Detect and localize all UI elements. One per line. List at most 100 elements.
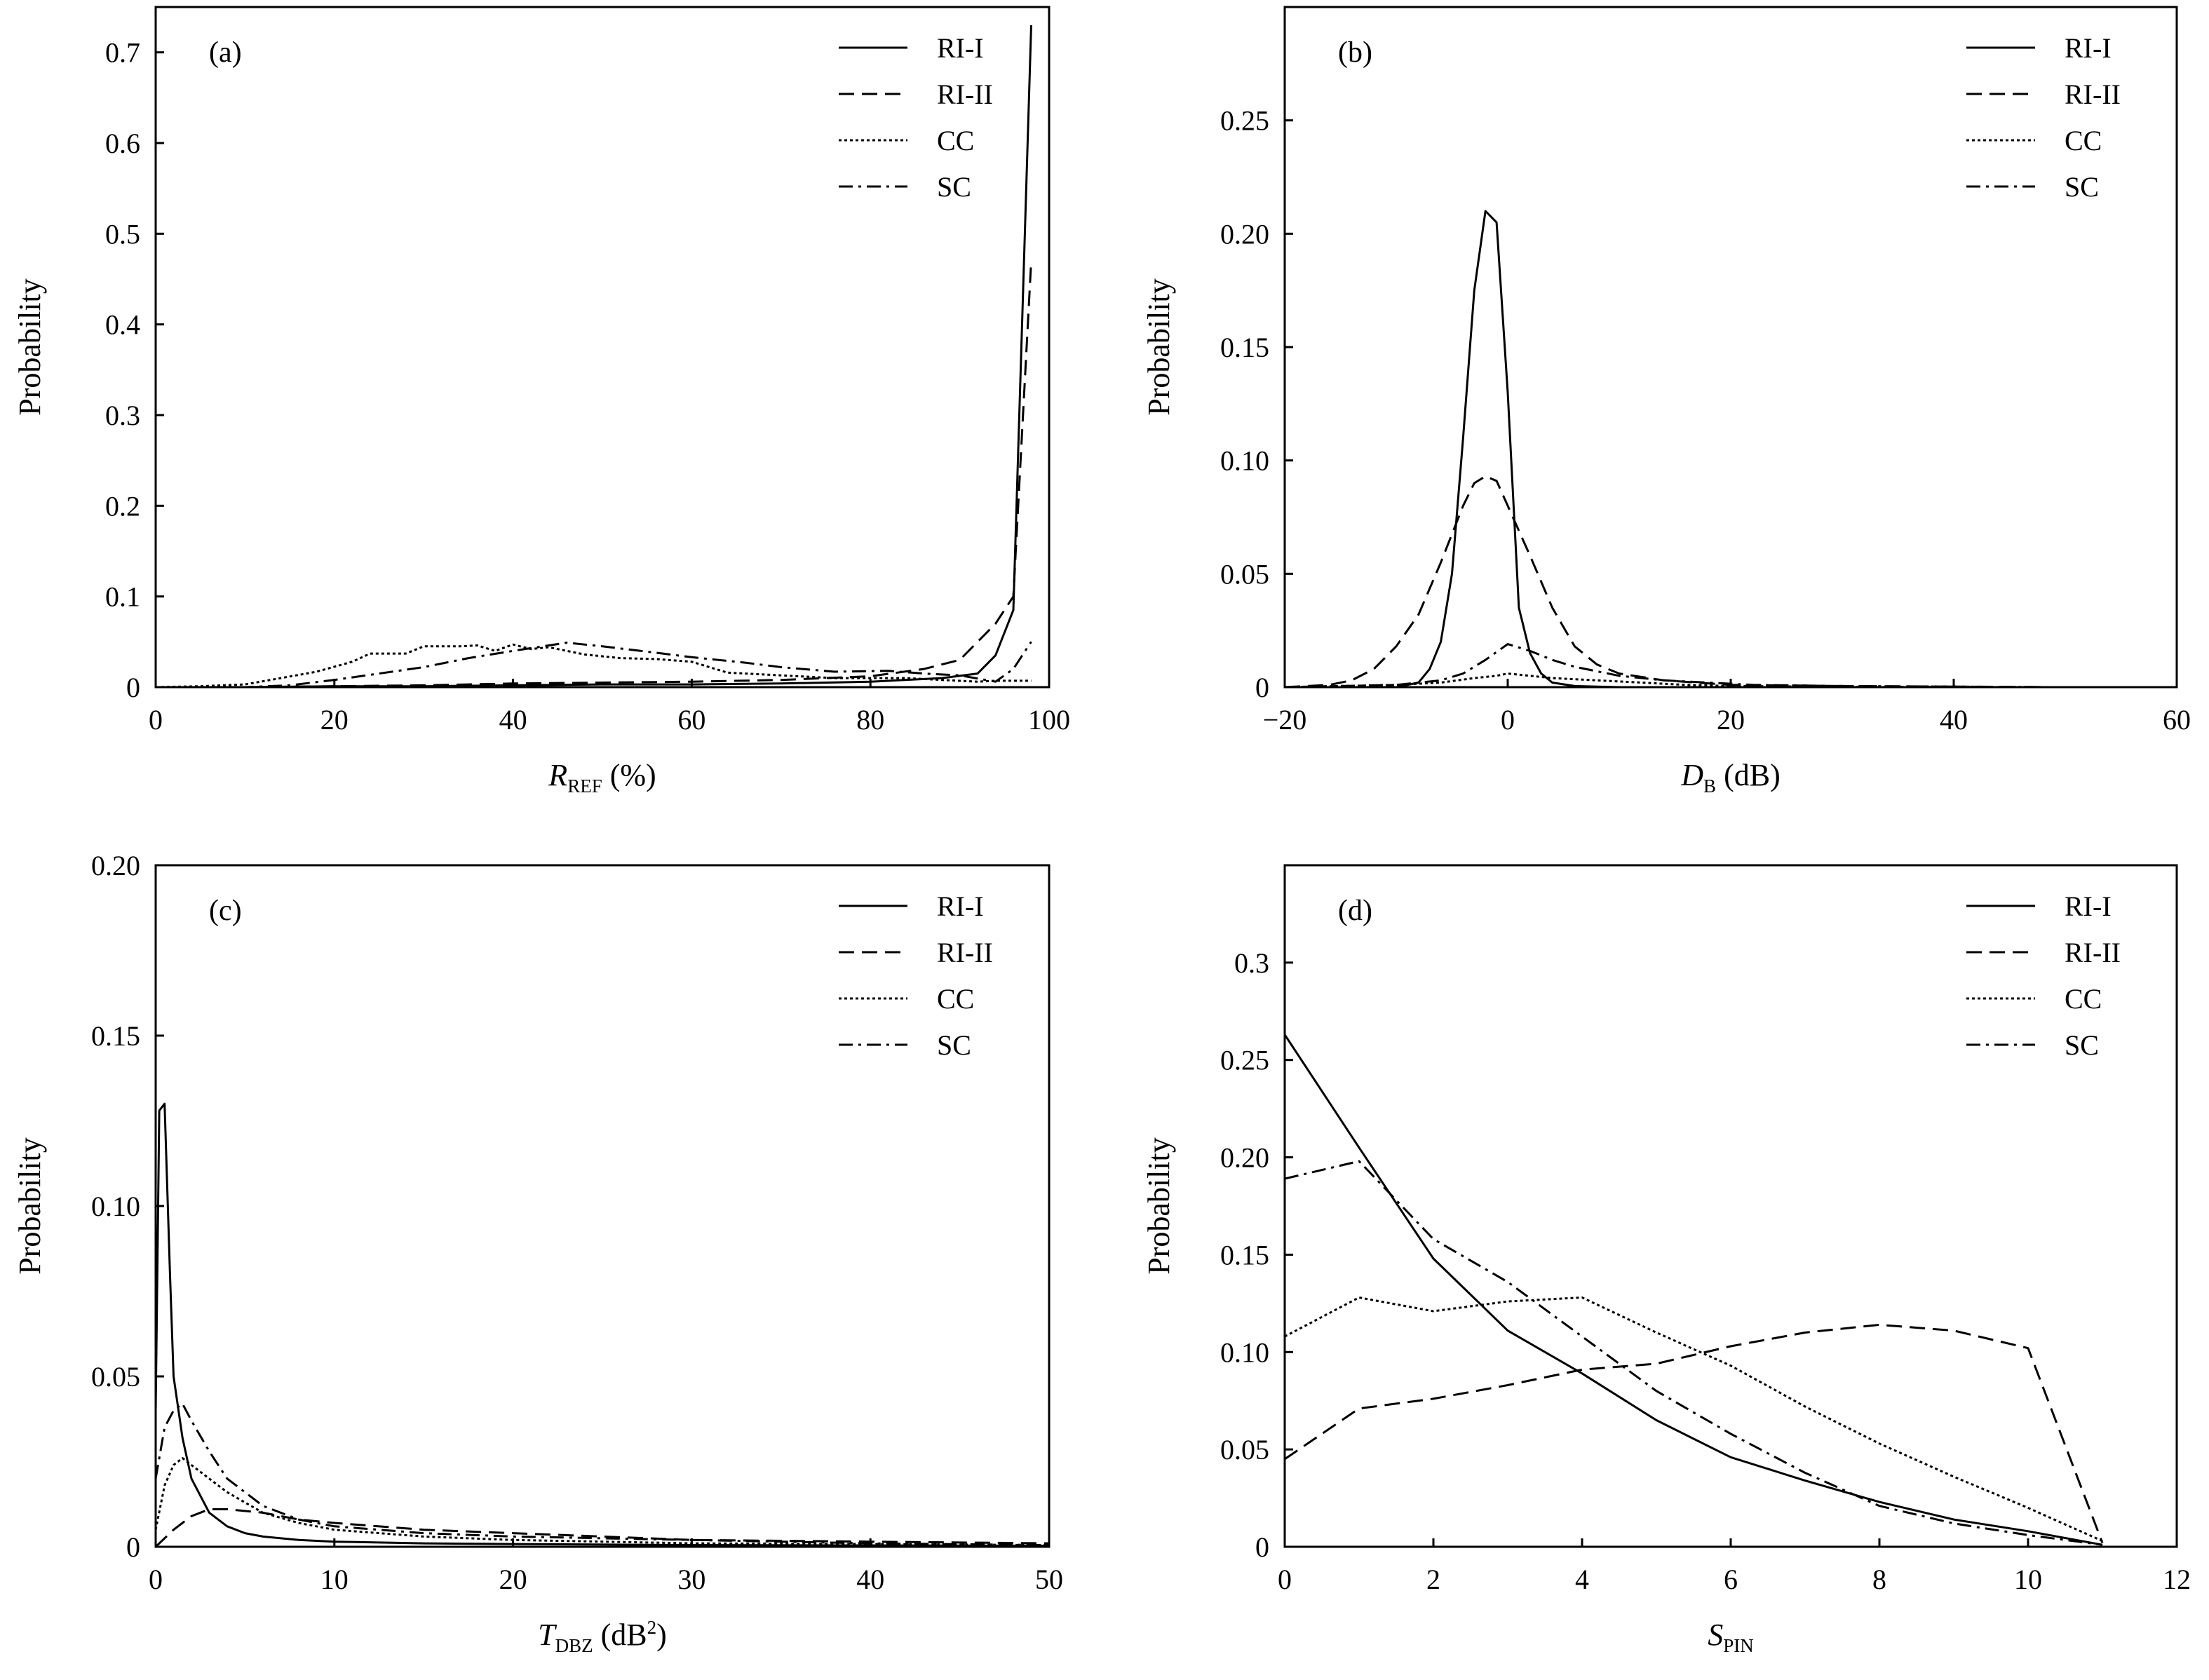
plot-frame	[1283, 6, 2178, 689]
y-tick-label: 0.1	[105, 581, 140, 613]
panel-label: (d)	[1338, 895, 1372, 927]
x-axis-label: RREF (%)	[548, 758, 656, 797]
y-tick-label: 0.2	[105, 490, 140, 522]
y-tick-label: 0.10	[1220, 1336, 1269, 1368]
series-line-sc	[1285, 1160, 2103, 1546]
x-tick-label: 4	[1575, 1564, 1589, 1595]
y-axis-label: Probability	[13, 1137, 47, 1275]
x-tick-label: 80	[856, 704, 884, 736]
series-line-sc	[1285, 643, 2055, 687]
x-axis-label-symbol: D	[1680, 758, 1703, 792]
series-line-ri-i	[1285, 1034, 2103, 1546]
x-tick-label: 8	[1872, 1564, 1886, 1595]
panel-label: (c)	[209, 895, 242, 927]
y-tick-label: 0	[1255, 672, 1269, 703]
y-tick-label: 0.15	[1220, 332, 1269, 363]
legend-label: RI-I	[937, 32, 984, 64]
series-line-ri-ii	[156, 1508, 1049, 1547]
x-axis-label-symbol: R	[548, 758, 567, 792]
chart-panel-3: 0 10 20 30 40 50 0 0.05 0.10 0.15 0.20 Probability T…	[13, 850, 1063, 1656]
legend-label: CC	[937, 125, 974, 156]
x-tick-label: 20	[1717, 704, 1745, 736]
x-tick-label: 0	[149, 704, 163, 736]
y-tick-label: 0	[1255, 1531, 1269, 1563]
legend-label: RI-II	[937, 937, 993, 968]
x-tick-label: 60	[2163, 704, 2191, 736]
series-line-ri-ii	[1285, 475, 2055, 687]
series-line-ri-i	[156, 25, 1032, 687]
x-tick-label: 100	[1028, 704, 1070, 736]
y-tick-label: 0.25	[1220, 1045, 1269, 1076]
series-line-sc	[156, 1402, 1049, 1547]
y-tick-label: 0.10	[1220, 445, 1269, 477]
y-tick-label: 0.3	[1234, 947, 1269, 979]
panel-label: (a)	[209, 36, 242, 69]
legend-label: RI-I	[2065, 890, 2112, 922]
x-tick-label: 2	[1426, 1564, 1440, 1595]
y-tick-label: 0.4	[105, 309, 140, 341]
x-tick-label: 0	[1501, 704, 1515, 736]
series-line-cc	[1285, 1296, 2103, 1543]
y-tick-label: 0.6	[105, 128, 140, 159]
series-line-ri-i	[1285, 210, 2055, 687]
legend-label: SC	[2065, 1029, 2099, 1061]
y-axis-label: Probability	[13, 278, 47, 416]
legend-label: CC	[937, 983, 974, 1015]
x-axis-label: DB (dB)	[1680, 758, 1780, 797]
x-axis-label-subscript: DBZ	[555, 1635, 593, 1656]
legend-label: SC	[937, 171, 971, 203]
legend-label: RI-I	[2065, 32, 2112, 64]
series-line-cc	[156, 1457, 1049, 1547]
legend-label: CC	[2065, 125, 2102, 156]
y-tick-label: 0.20	[1220, 1142, 1269, 1174]
y-tick-label: 0.20	[1220, 218, 1269, 250]
y-tick-label: 0.15	[91, 1020, 140, 1052]
x-axis-label-superscript: 2	[647, 1617, 657, 1638]
y-tick-label: 0.3	[105, 400, 140, 431]
plot-frame	[154, 864, 1051, 1548]
legend-label: RI-II	[2065, 937, 2121, 968]
x-tick-label: 10	[2014, 1564, 2042, 1595]
x-axis-label-close: )	[656, 1618, 667, 1652]
series-line-cc	[1285, 672, 2055, 687]
y-tick-label: 0.15	[1220, 1239, 1269, 1271]
series-line-sc	[156, 641, 1032, 687]
x-tick-label: 12	[2163, 1564, 2191, 1595]
x-tick-label: 50	[1035, 1564, 1063, 1595]
y-tick-label: 0.10	[91, 1191, 140, 1222]
x-axis-label: SPIN	[1708, 1618, 1754, 1656]
series-line-ri-ii	[156, 261, 1032, 687]
x-tick-label: 60	[677, 704, 705, 736]
x-tick-label: 0	[1278, 1564, 1292, 1595]
x-axis-label-unit: (%)	[602, 758, 656, 792]
x-axis-label-subscript: REF	[567, 775, 602, 797]
y-tick-label: 0.05	[91, 1361, 140, 1393]
y-tick-label: 0.05	[1220, 558, 1269, 590]
y-tick-label: 0.7	[105, 37, 140, 69]
chart-panel-1: 0 20 40 60 80 100 0 0.1 0.2 0.3 0.4 0.5 0.6 0.7 Probab…	[13, 6, 1070, 797]
x-axis-label-unit: (dB)	[1716, 758, 1781, 792]
x-tick-label: 10	[320, 1564, 349, 1595]
x-tick-label: 6	[1724, 1564, 1738, 1595]
chart-panel-2: −20 0 20 40 6000.050.100.150.200.25Probabili…	[1142, 6, 2191, 797]
y-tick-label: 0	[126, 672, 140, 703]
y-tick-label: 0.25	[1220, 105, 1269, 137]
x-axis-label-subscript: PIN	[1723, 1635, 1754, 1656]
x-tick-label: 20	[499, 1564, 527, 1595]
y-axis-label: Probability	[1142, 278, 1176, 416]
y-tick-label: 0.05	[1220, 1434, 1269, 1465]
series-line-ri-ii	[1285, 1323, 2104, 1543]
x-tick-label: 40	[1940, 704, 1968, 736]
chart-panel-4: 0 2 4 6 8 10 12 0 0.05 0.10 0.15 0.20 0.25 0.3 Probabi…	[1142, 864, 2191, 1656]
legend-label: RI-II	[937, 79, 993, 110]
legend-label: RI-II	[2065, 79, 2121, 110]
x-tick-label: 0	[149, 1564, 163, 1595]
y-tick-label: 0.5	[105, 218, 140, 250]
x-tick-label: 20	[320, 704, 349, 736]
x-axis-label-symbol: S	[1708, 1618, 1723, 1652]
series-line-cc	[156, 643, 1032, 687]
panel-label: (b)	[1338, 36, 1372, 69]
legend-label: SC	[2065, 171, 2099, 203]
x-axis-label-subscript: B	[1703, 775, 1716, 797]
